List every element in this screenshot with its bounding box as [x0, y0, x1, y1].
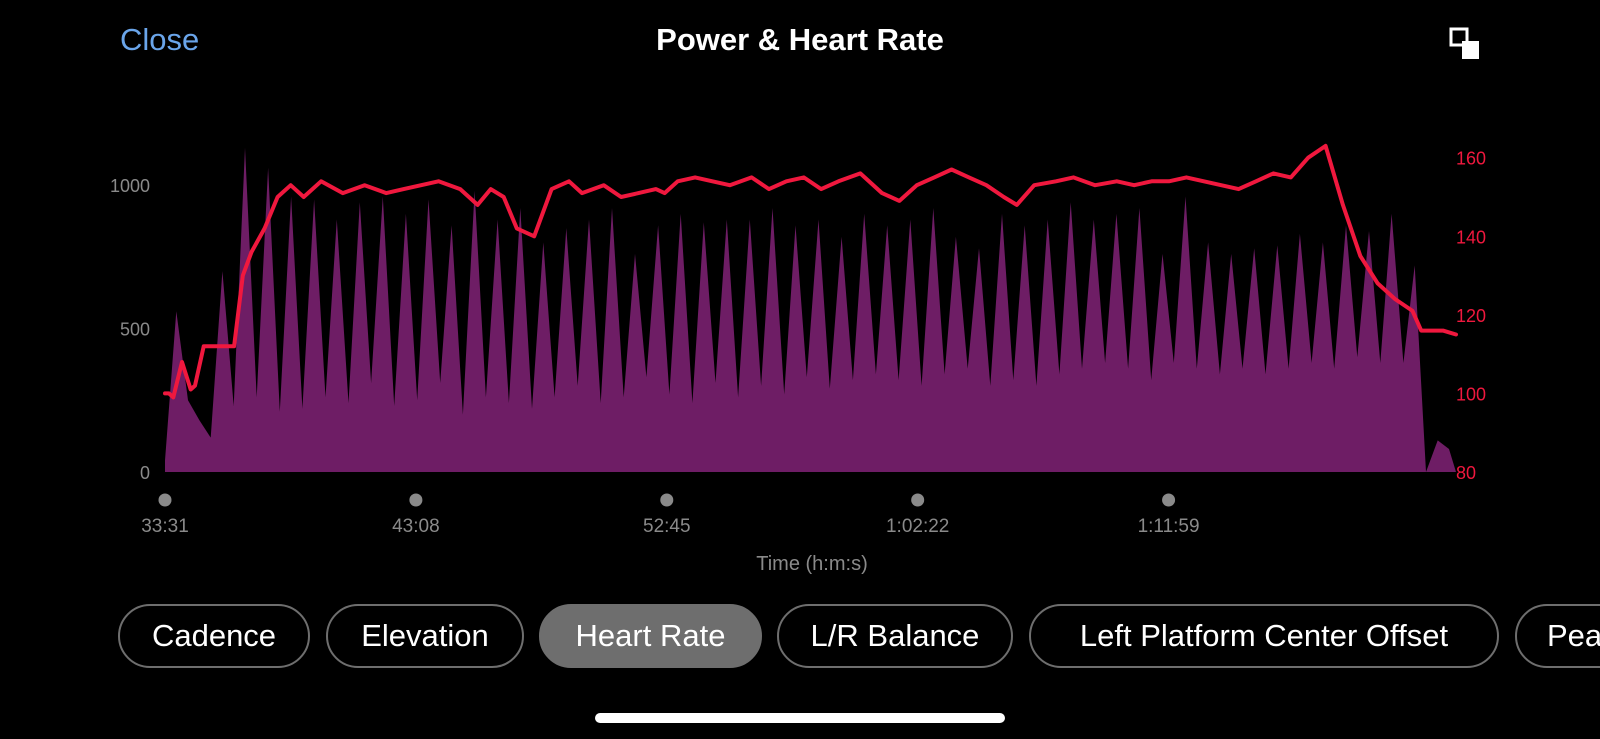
time-tick-dot — [1162, 493, 1176, 507]
chip-label: Elevation — [361, 618, 489, 653]
heart-rate-tick-label: 160 — [1456, 149, 1486, 169]
chip-cadence[interactable]: Cadence — [118, 604, 310, 668]
chip-label: L/R Balance — [810, 618, 980, 653]
time-tick-label: 33:31 — [141, 516, 189, 537]
power-area — [165, 147, 1456, 472]
close-button[interactable]: Close — [120, 22, 200, 57]
heart-rate-tick-label: 100 — [1456, 384, 1486, 404]
time-tick-dot — [911, 493, 925, 507]
heart-rate-tick-label: 140 — [1456, 227, 1486, 247]
chip-lr-balance[interactable]: L/R Balance — [777, 604, 1013, 668]
time-tick-label: 1:02:22 — [886, 516, 949, 537]
chip-peak[interactable]: Pea — [1515, 604, 1600, 668]
power-tick-label: 0 — [140, 463, 150, 483]
time-tick-label: 43:08 — [392, 516, 440, 537]
x-axis-label: Time (h:m:s) — [756, 553, 867, 575]
power-tick-label: 500 — [120, 320, 150, 340]
time-tick-label: 52:45 — [643, 516, 691, 537]
heart-rate-line — [163, 143, 1458, 400]
heart-rate-tick-label: 80 — [1456, 463, 1476, 483]
metric-chip-bar[interactable]: Cadence Elevation Heart Rate L/R Balance… — [0, 604, 1600, 674]
chip-heart-rate[interactable]: Heart Rate — [539, 604, 762, 668]
chip-label: Heart Rate — [575, 618, 726, 653]
chip-elevation[interactable]: Elevation — [326, 604, 524, 668]
chip-label: Cadence — [151, 618, 277, 653]
power-heart-rate-chart: 0 500 1000 80 100 120 140 160 33:31 43:08 52:45 1… — [110, 143, 1486, 575]
time-tick-dot — [409, 493, 423, 507]
heart-rate-series — [163, 143, 1458, 400]
time-tick-dot — [660, 493, 674, 507]
power-tick-label: 1000 — [110, 176, 150, 196]
chip-label: Pea — [1547, 618, 1600, 653]
heart-rate-axis: 80 100 120 140 160 — [1456, 149, 1486, 483]
expand-icon[interactable] — [1446, 26, 1482, 62]
page-title: Power & Heart Rate — [656, 22, 944, 57]
home-indicator — [595, 713, 1005, 723]
chip-left-platform-center-offset[interactable]: Left Platform Center Offset — [1029, 604, 1499, 668]
time-axis: 33:31 43:08 52:45 1:02:22 1:11:59 — [141, 493, 1200, 537]
heart-rate-tick-label: 120 — [1456, 306, 1486, 326]
power-axis: 0 500 1000 — [110, 176, 150, 483]
power-series — [165, 147, 1456, 472]
time-tick-label: 1:11:59 — [1138, 516, 1200, 537]
chip-label: Left Platform Center Offset — [1079, 618, 1449, 653]
time-tick-dot — [158, 493, 172, 507]
